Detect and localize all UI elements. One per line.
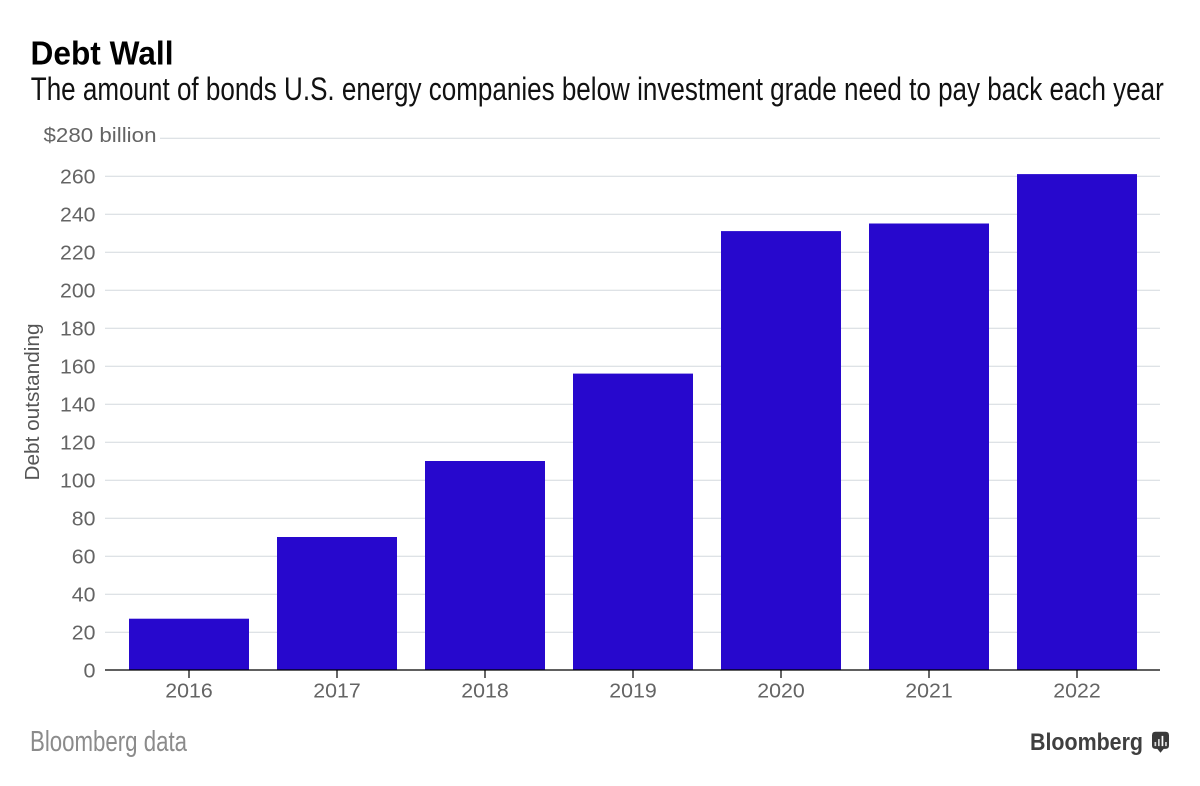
svg-text:2018: 2018	[461, 681, 509, 703]
svg-text:20: 20	[72, 622, 96, 644]
svg-text:100: 100	[60, 470, 96, 492]
svg-text:0: 0	[84, 660, 96, 682]
svg-text:2016: 2016	[165, 681, 213, 703]
svg-text:200: 200	[60, 280, 96, 302]
svg-text:180: 180	[60, 318, 96, 340]
svg-text:Debt Wall: Debt Wall	[31, 34, 174, 71]
svg-text:2017: 2017	[313, 681, 361, 703]
svg-text:260: 260	[60, 166, 96, 188]
svg-text:Debt outstanding: Debt outstanding	[22, 324, 44, 481]
svg-text:160: 160	[60, 356, 96, 378]
svg-text:60: 60	[72, 546, 96, 568]
svg-text:220: 220	[60, 242, 96, 264]
svg-text:140: 140	[60, 394, 96, 416]
svg-text:$280 billion: $280 billion	[44, 125, 157, 147]
svg-text:The amount of bonds U.S. energ: The amount of bonds U.S. energy companie…	[31, 71, 1164, 107]
svg-text:Bloomberg data: Bloomberg data	[30, 726, 188, 758]
svg-text:2022: 2022	[1053, 681, 1101, 703]
svg-text:2020: 2020	[757, 681, 805, 703]
svg-text:80: 80	[72, 508, 96, 530]
svg-text:240: 240	[60, 204, 96, 226]
svg-text:Bloomberg: Bloomberg	[1030, 729, 1143, 756]
svg-text:2019: 2019	[609, 681, 657, 703]
svg-text:2021: 2021	[905, 681, 953, 703]
svg-text:40: 40	[72, 584, 96, 606]
svg-text:120: 120	[60, 432, 96, 454]
